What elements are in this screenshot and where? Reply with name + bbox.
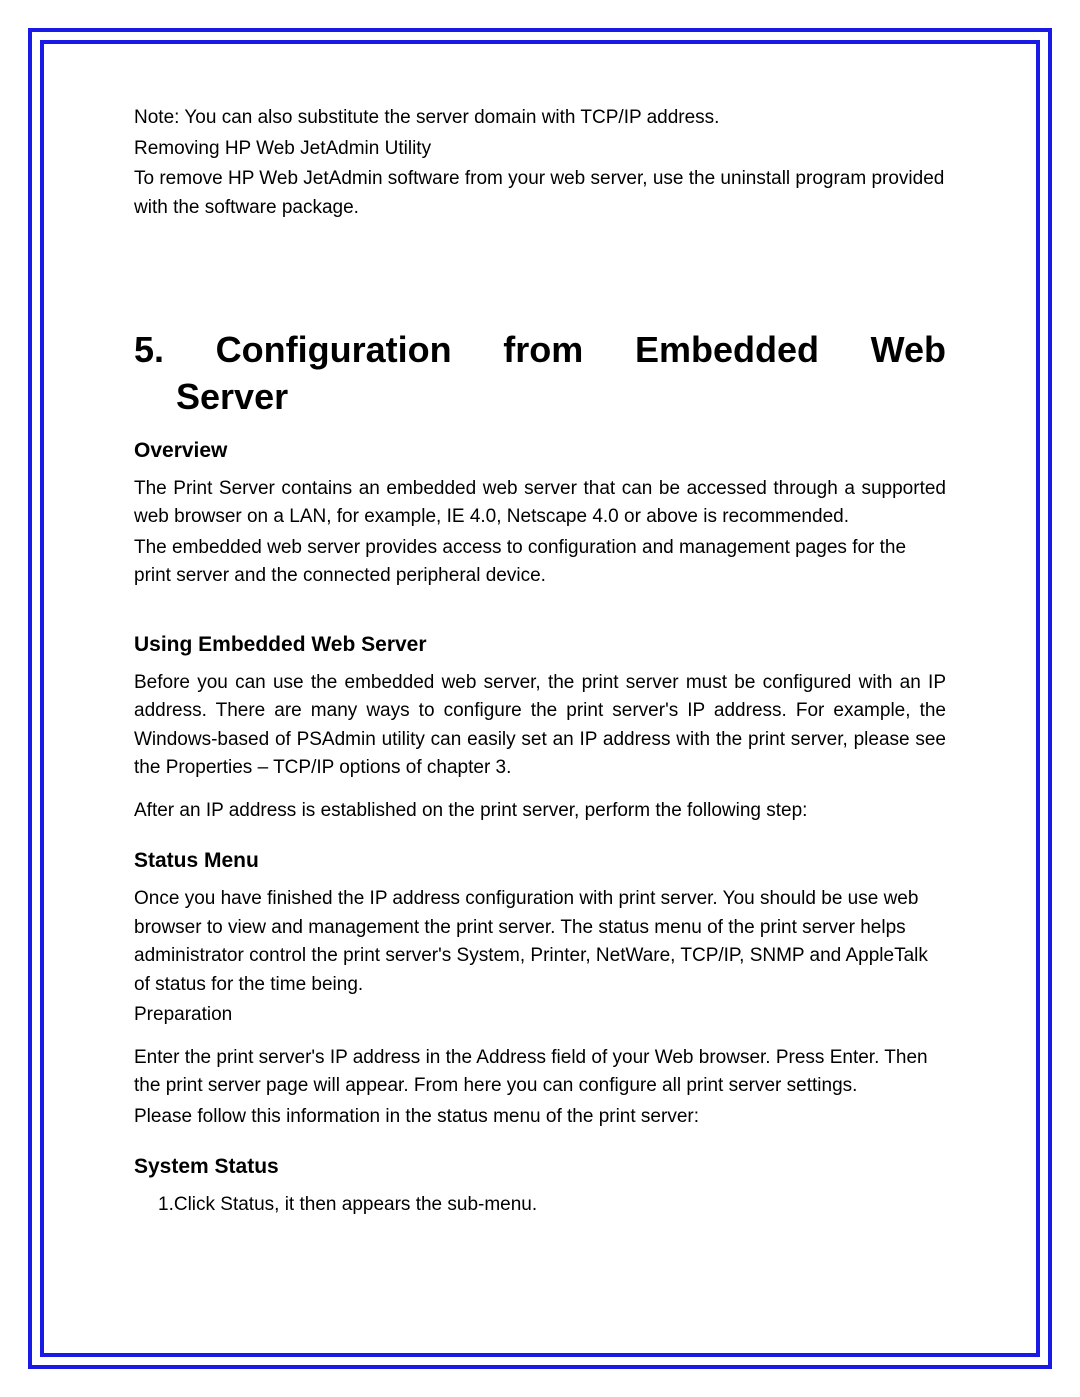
chapter-title-line2: Server (134, 374, 946, 421)
chapter-title-line1: 5. Configuration from Embedded Web (134, 327, 946, 374)
system-status-heading: System Status (134, 1155, 946, 1179)
status-menu-heading: Status Menu (134, 849, 946, 873)
using-heading: Using Embedded Web Server (134, 633, 946, 657)
page-inner-border: Note: You can also substitute the server… (40, 40, 1040, 1357)
using-p2: After an IP address is established on th… (134, 797, 946, 826)
overview-heading: Overview (134, 439, 946, 463)
document-content: Note: You can also substitute the server… (134, 104, 946, 1220)
status-menu-p1: Once you have finished the IP address co… (134, 885, 946, 999)
status-menu-p2: Enter the print server's IP address in t… (134, 1044, 946, 1101)
overview-p1: The Print Server contains an embedded we… (134, 475, 946, 532)
status-menu-p3: Please follow this information in the st… (134, 1103, 946, 1132)
page-outer-border: Note: You can also substitute the server… (28, 28, 1052, 1369)
system-status-item-1: 1.Click Status, it then appears the sub-… (134, 1191, 946, 1220)
intro-removing-body: To remove HP Web JetAdmin software from … (134, 165, 946, 222)
using-p1: Before you can use the embedded web serv… (134, 669, 946, 783)
status-menu-preparation: Preparation (134, 1001, 946, 1030)
intro-note: Note: You can also substitute the server… (134, 104, 946, 133)
intro-removing-title: Removing HP Web JetAdmin Utility (134, 135, 946, 164)
overview-p2: The embedded web server provides access … (134, 534, 946, 591)
